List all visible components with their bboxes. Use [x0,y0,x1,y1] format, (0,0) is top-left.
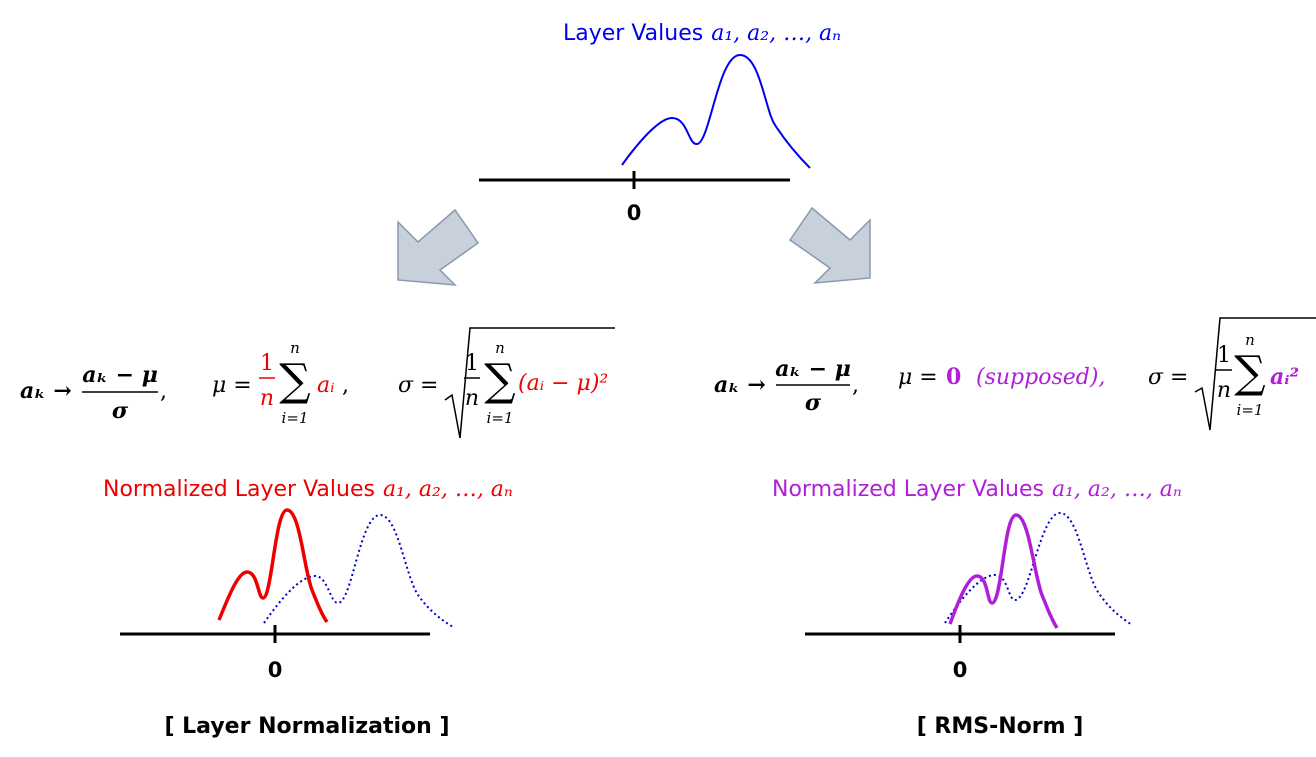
ln-mu-term: aᵢ [317,373,335,398]
ln-denominator: σ [112,398,129,424]
ln-sigma-term: (aᵢ − μ)² [518,371,608,396]
rms-title: Normalized Layer Values a₁, a₂, …, aₙ [772,477,1182,502]
rms-sigma-lhs: σ = [1148,365,1188,390]
ln-sigma-num: 1 [465,351,479,376]
right-arrow [788,206,871,284]
ln-sigma-den: n [465,386,479,411]
ln-sqrt [444,327,615,439]
rms-numerator: aₖ − μ [775,356,851,382]
rms-axis-label: 0 [953,658,968,682]
rms-original-curve [944,511,1133,626]
top-title: Layer Values a₁, a₂, …, aₙ [563,21,841,46]
ln-mapping: aₖ → [20,378,72,404]
ln-sigma-sum-top: n [495,339,505,357]
ln-sigma-sum: ∑ [484,355,515,406]
rms-sigma-term: aᵢ² [1270,364,1299,390]
left-arrow [397,208,480,286]
ln-title-text: Normalized Layer Values [103,477,375,502]
top-title-text: Layer Values [563,21,703,46]
rms-mu-value: 0 [946,364,961,390]
ln-original-curve [263,513,454,628]
rms-mapping: aₖ → [714,372,766,398]
ln-mu-den: n [260,386,274,411]
top-axis-label: 0 [627,201,642,225]
ln-sigma-lhs: σ = [398,373,438,398]
rms-normalized-curve [948,513,1059,629]
top-curve [621,53,811,169]
rms-sigma-den: n [1217,378,1231,403]
rms-sigma-sum-top: n [1245,331,1255,349]
ln-axis-label: 0 [268,658,283,682]
rms-denominator: σ [805,390,822,416]
rms-sigma-sum: ∑ [1234,347,1265,398]
ln-comma: , [160,379,167,404]
rms-sqrt [1194,317,1316,431]
ln-mu-sum: ∑ [279,355,310,406]
top-variables: a₁, a₂, …, aₙ [711,21,841,46]
ln-variables: a₁, a₂, …, aₙ [383,477,513,502]
ln-caption: [ Layer Normalization ] [164,714,449,739]
rms-sigma-sum-bottom: i=1 [1237,401,1264,419]
rms-mu-note: (supposed), [976,365,1105,390]
rms-caption: [ RMS-Norm ] [917,714,1084,739]
ln-mu-sum-top: n [290,339,300,357]
ln-mu-sum-bottom: i=1 [282,409,309,427]
rms-sigma-num: 1 [1217,343,1231,368]
ln-sigma-sum-bottom: i=1 [487,409,514,427]
ln-title: Normalized Layer Values a₁, a₂, …, aₙ [103,477,513,502]
ln-mu-lhs: μ = [212,373,252,398]
ln-numerator: aₖ − μ [82,362,158,388]
rms-title-text: Normalized Layer Values [772,477,1044,502]
rms-mu-lhs: μ = [898,365,938,390]
rms-comma: , [852,373,859,398]
rms-variables: a₁, a₂, …, aₙ [1052,477,1182,502]
ln-normalized-curve [217,508,329,624]
ln-mu-num: 1 [260,351,274,376]
ln-mu-comma: , [342,373,349,398]
